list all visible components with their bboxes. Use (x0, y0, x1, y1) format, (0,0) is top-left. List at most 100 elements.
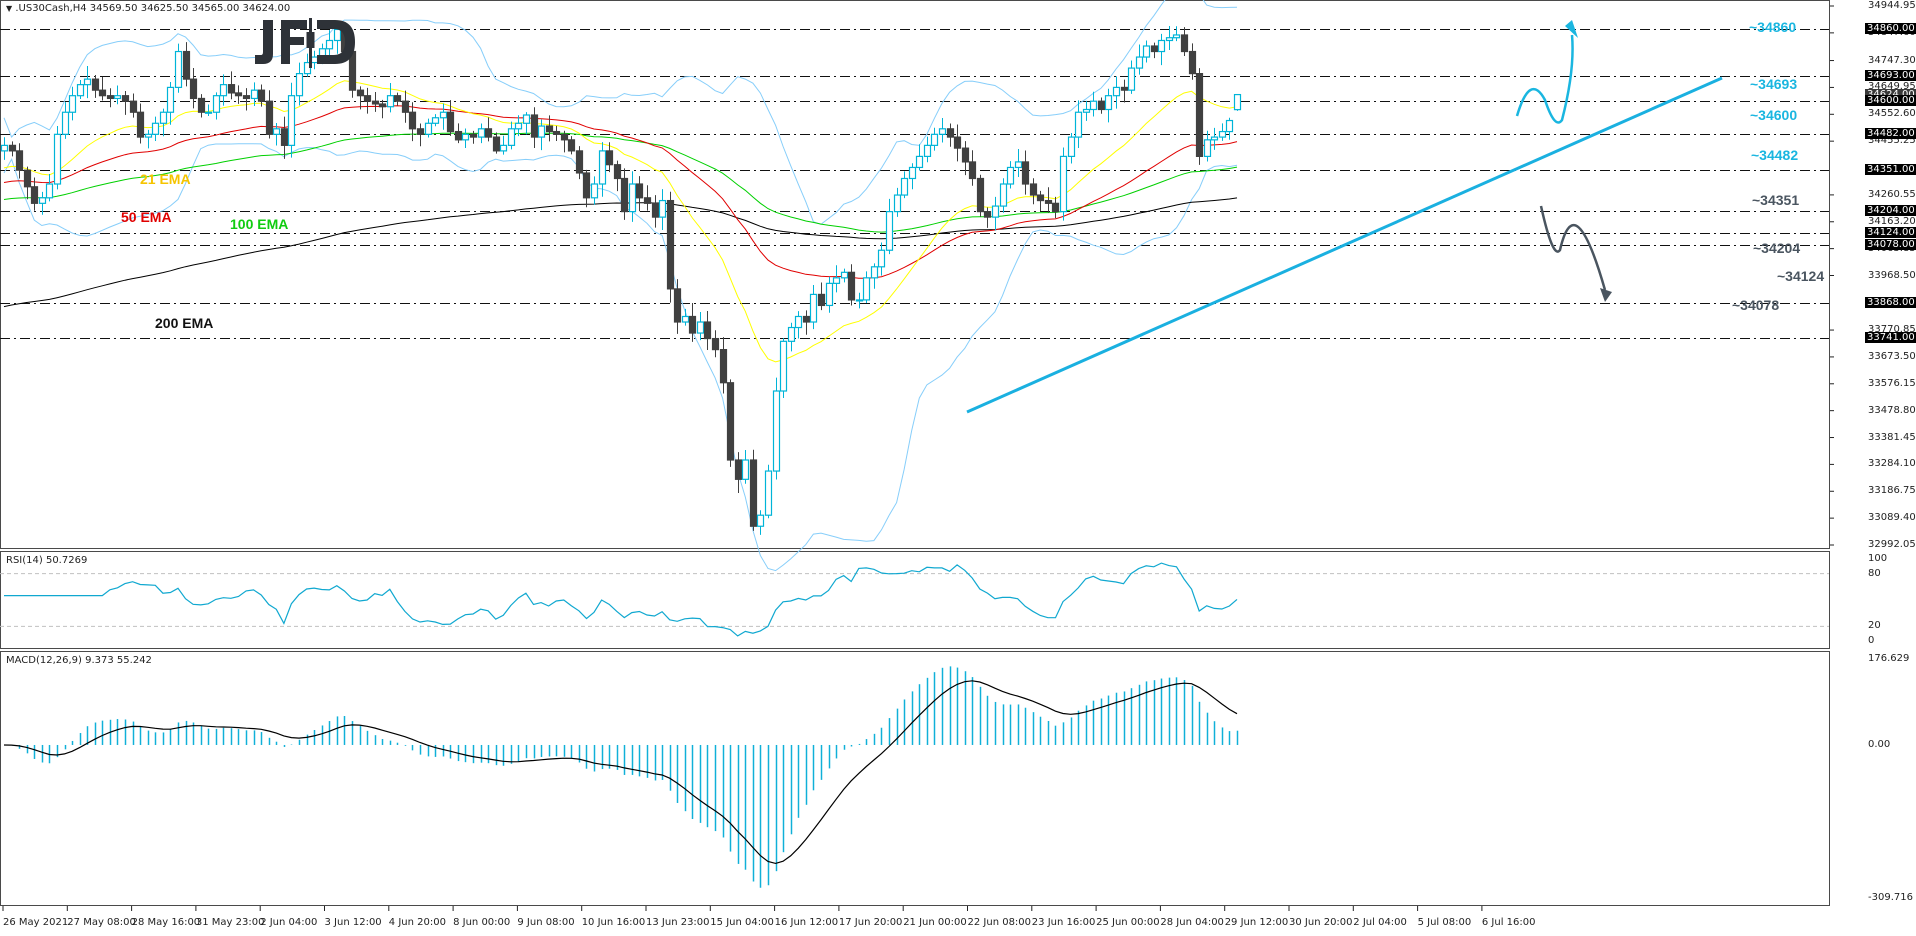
bull-candle (76, 84, 85, 97)
price-panel[interactable] (0, 0, 1830, 549)
bull-candle (1135, 56, 1144, 69)
price-tick: 34260.55 (1868, 188, 1916, 200)
price-level-tag: 34482.00 (1865, 127, 1916, 139)
bull-candle (522, 114, 531, 124)
price-tick: 34163.20 (1868, 215, 1916, 227)
ema100-line (3, 132, 1238, 233)
bear-candle (802, 315, 811, 323)
bull-candle (1172, 34, 1181, 39)
bull-candle (83, 78, 92, 86)
time-tick: 16 Jun 12:00 (774, 917, 839, 928)
level-label-34860: ~34860 (1749, 19, 1797, 35)
level-label-34693: ~34693 (1750, 76, 1798, 92)
bear-candle (1120, 86, 1129, 91)
bear-candle (98, 89, 107, 97)
rsi-panel[interactable] (0, 551, 1830, 649)
bull-candle (212, 95, 221, 113)
bull-candle (1006, 166, 1015, 185)
bear-candle (530, 114, 539, 138)
price-level-tag: 33741.00 (1865, 332, 1916, 344)
bull-candle (938, 128, 947, 135)
bollinger-lower (3, 143, 1238, 572)
bull-candle (1165, 37, 1174, 42)
ema100-label: 100 EMA (230, 216, 289, 232)
bear-candle (371, 100, 380, 105)
bull-candle (431, 117, 440, 124)
arrow-head-down-icon (1600, 288, 1612, 302)
bear-candle (560, 133, 569, 141)
price-level-tag: 34078.00 (1865, 239, 1916, 251)
bear-candle (719, 349, 728, 384)
bull-candle (772, 390, 781, 472)
bull-candle (1089, 100, 1098, 111)
bear-candle (393, 95, 402, 102)
bear-candle (363, 95, 372, 102)
bear-candle (197, 97, 206, 113)
bull-candle (787, 326, 796, 342)
bear-candle (635, 183, 644, 199)
price-tick: 33381.45 (1868, 431, 1916, 443)
price-tick: 34455.25 (1868, 135, 1916, 147)
bull-candle (779, 340, 788, 392)
bull-candle (862, 277, 871, 301)
macd-tick: 176.629 (1868, 653, 1910, 664)
bull-candle (1059, 155, 1068, 213)
time-tick: 6 Jul 16:00 (1481, 917, 1536, 928)
bull-candle (113, 95, 122, 100)
bull-candle (885, 211, 894, 251)
bull-candle (287, 95, 296, 146)
time-tick: 30 Jun 20:00 (1289, 917, 1353, 928)
bear-candle (575, 150, 584, 174)
bull-candle (0, 144, 9, 152)
bear-candle (643, 197, 652, 204)
bear-candle (711, 337, 720, 351)
symbol-header[interactable]: ▼ .US30Cash,H4 34569.50 34625.50 34565.0… (6, 3, 290, 14)
bear-candle (356, 89, 365, 97)
bear-candle (182, 50, 191, 80)
time-tick: 27 May 08:00 (67, 917, 136, 928)
bear-candle (552, 130, 561, 135)
ema200-label: 200 EMA (155, 315, 214, 331)
bear-candle (946, 128, 955, 138)
bear-candle (620, 177, 629, 213)
bull-candle (915, 155, 924, 169)
bull-candle (840, 271, 849, 279)
bear-candle (545, 125, 554, 133)
bull-candle (204, 111, 213, 114)
macd-tick: 0.00 (1868, 738, 1891, 750)
price-tick: 34649.95 (1868, 81, 1916, 93)
bull-candle (166, 86, 175, 113)
bear-candle (234, 92, 243, 97)
bull-candle (825, 282, 834, 307)
price-tick: 33576.15 (1868, 377, 1916, 389)
bull-candle (68, 95, 77, 113)
bull-candle (741, 459, 750, 480)
macd-panel[interactable] (0, 651, 1830, 906)
bull-candle (923, 144, 932, 158)
bull-candle (681, 315, 690, 323)
bear-candle (189, 78, 198, 100)
rsi-title: RSI(14) 50.7269 (6, 555, 88, 566)
rsi-line (4, 562, 1238, 637)
time-tick: 9 Jun 08:00 (517, 917, 575, 928)
bull-candle (272, 128, 281, 135)
price-tick: 33968.50 (1868, 269, 1916, 281)
bear-candle (1036, 194, 1045, 202)
level-label-34482: ~34482 (1751, 147, 1799, 163)
price-tick: 33770.85 (1868, 324, 1916, 336)
bear-candle (106, 95, 115, 100)
ema200-line (3, 197, 1238, 308)
bull-candle (1082, 108, 1091, 113)
price-tick: 34552.60 (1868, 108, 1916, 120)
dropdown-triangle-icon[interactable]: ▼ (6, 4, 13, 13)
bull-candle (333, 28, 342, 42)
bear-candle (688, 315, 697, 334)
time-tick: 2 Jul 04:00 (1353, 917, 1407, 928)
macd-tick: -309.716 (1868, 892, 1913, 903)
bull-candle (1225, 119, 1234, 133)
bull-candle (219, 84, 228, 97)
bear-candle (280, 128, 289, 146)
bear-candle (454, 130, 463, 141)
